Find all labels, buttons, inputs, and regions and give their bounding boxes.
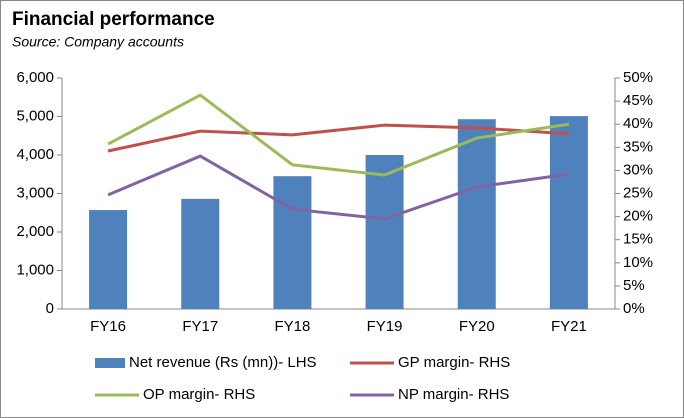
bar — [549, 116, 588, 310]
y-tick-label: 1,000 — [16, 261, 54, 278]
x-tick-label: FY16 — [90, 318, 126, 335]
legend-label: NP margin- RHS — [398, 386, 509, 403]
y-tick-label: 4,000 — [16, 146, 54, 163]
x-tick-label: FY17 — [182, 318, 218, 335]
legend-swatch — [95, 358, 125, 368]
x-tick-label: FY18 — [274, 318, 310, 335]
y-tick-label: 0 — [46, 300, 54, 317]
legend-label: OP margin- RHS — [143, 386, 255, 403]
y2-tick-label: 50% — [623, 69, 653, 86]
y-tick-label: 6,000 — [16, 69, 54, 86]
y-tick-label: 3,000 — [16, 184, 54, 201]
y2-tick-label: 45% — [623, 92, 653, 109]
legend-label: Net revenue (Rs (mn))- LHS — [129, 354, 317, 371]
chart-subtitle: Source: Company accounts — [12, 34, 184, 50]
x-tick-label: FY20 — [459, 318, 495, 335]
x-tick-label: FY21 — [551, 318, 587, 335]
y2-tick-label: 25% — [623, 184, 653, 201]
x-tick-label: FY19 — [367, 318, 403, 335]
y2-tick-label: 0% — [623, 300, 645, 317]
legend-label: GP margin- RHS — [398, 354, 510, 371]
line — [107, 154, 570, 221]
y2-tick-label: 20% — [623, 208, 653, 225]
chart-title: Financial performance — [12, 9, 215, 30]
y-tick-label: 2,000 — [16, 223, 54, 240]
y2-tick-label: 5% — [623, 277, 645, 294]
bar — [181, 198, 220, 309]
bar — [273, 176, 312, 309]
y2-tick-label: 30% — [623, 161, 653, 178]
y2-tick-label: 35% — [623, 138, 653, 155]
bar — [365, 155, 404, 309]
y-tick-label: 5,000 — [16, 107, 54, 124]
y2-tick-label: 40% — [623, 115, 653, 132]
bar — [457, 119, 496, 309]
bar — [89, 210, 128, 309]
y2-tick-label: 10% — [623, 254, 653, 271]
y2-tick-label: 15% — [623, 231, 653, 248]
line — [107, 123, 570, 153]
line — [107, 93, 570, 177]
